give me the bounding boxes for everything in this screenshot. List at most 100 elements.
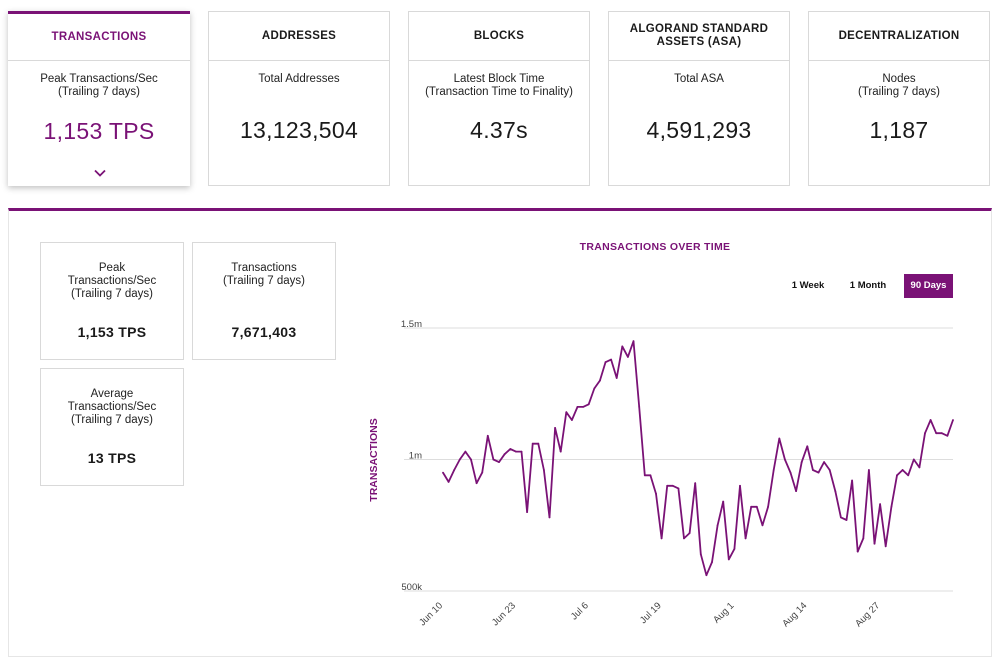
data-point — [486, 434, 489, 437]
data-point — [694, 482, 697, 485]
data-point — [789, 471, 792, 474]
data-point — [509, 448, 512, 450]
data-point — [851, 479, 853, 482]
y-axis-label: TRANSACTIONS — [368, 418, 380, 501]
data-point — [918, 466, 921, 469]
chevron-down-icon — [94, 169, 106, 177]
data-point — [526, 511, 528, 513]
chart-grid — [404, 327, 953, 592]
data-point — [940, 432, 943, 435]
data-point — [733, 548, 736, 550]
tab-transactions-subtitle: Peak Transactions/Sec (Trailing 7 days) — [40, 73, 158, 98]
series-line — [442, 340, 954, 577]
range-1-month-button[interactable]: 1 Month — [849, 280, 887, 291]
tab-blocks-value: 4.37s — [470, 117, 528, 143]
tab-decentralization[interactable]: DECENTRALIZATION Nodes (Trailing 7 days)… — [808, 11, 990, 186]
stat-average-tps-value: 13 TPS — [87, 450, 137, 466]
data-point — [643, 474, 646, 477]
tab-addresses[interactable]: ADDRESSES Total Addresses 13,123,504 — [208, 11, 390, 186]
data-point — [929, 419, 932, 421]
data-point — [912, 458, 915, 461]
data-point — [868, 469, 870, 471]
data-point — [587, 403, 590, 406]
data-point — [952, 419, 954, 421]
data-point — [879, 503, 881, 506]
transactions-over-time-chart: 500k 1m 1.5m Jun 10 Jun 23 Jul 6 Jul 19 Aug 1 A… — [368, 319, 954, 629]
data-point — [828, 469, 831, 471]
stat-average-tps-label: Average Transactions/Sec (Trailing 7 day… — [67, 388, 157, 426]
data-point — [537, 442, 540, 445]
data-point — [621, 345, 624, 348]
data-point — [705, 574, 708, 577]
range-1-week-button[interactable]: 1 Week — [791, 280, 825, 291]
data-point — [470, 458, 472, 461]
data-point — [907, 474, 910, 477]
data-point — [699, 553, 702, 556]
transactions-detail-panel — [8, 208, 992, 657]
data-point — [862, 537, 865, 540]
data-point — [565, 411, 568, 414]
data-point — [458, 458, 461, 461]
data-point — [666, 484, 669, 487]
data-point — [447, 481, 450, 483]
data-point — [784, 458, 786, 461]
range-90-days-button[interactable]: 90 Days — [904, 274, 953, 298]
data-point — [498, 461, 500, 463]
data-point — [935, 432, 938, 435]
data-point — [688, 532, 691, 534]
data-point — [924, 432, 926, 435]
tab-asa-value: 4,591,293 — [646, 117, 752, 143]
data-point — [632, 340, 635, 343]
stat-peak-tps: Peak Transactions/Sec (Trailing 7 days) … — [40, 242, 184, 360]
data-point — [683, 537, 685, 540]
data-point — [744, 537, 747, 540]
data-point — [884, 545, 887, 548]
y-tick-label: 1.5m — [401, 319, 422, 330]
data-point — [543, 469, 545, 471]
data-point — [711, 561, 713, 563]
data-point — [750, 505, 753, 508]
tab-transactions[interactable]: TRANSACTIONS Peak Transactions/Sec (Trai… — [8, 11, 190, 186]
stat-peak-tps-label: Peak Transactions/Sec (Trailing 7 days) — [67, 262, 157, 300]
data-point — [845, 519, 848, 521]
data-point — [627, 356, 629, 358]
data-point — [873, 542, 876, 545]
tab-asa[interactable]: ALGORAND STANDARD ASSETS (ASA) Total ASA… — [608, 11, 790, 186]
data-point — [503, 453, 506, 456]
data-point — [755, 505, 758, 508]
stat-transactions-value: 7,671,403 — [231, 324, 297, 340]
data-point — [464, 450, 467, 453]
data-point — [582, 406, 584, 408]
data-point — [896, 474, 898, 477]
tab-blocks-title: BLOCKS — [409, 12, 589, 61]
data-point — [531, 442, 534, 445]
data-point — [727, 558, 730, 561]
data-point — [615, 377, 618, 379]
tab-addresses-title: ADDRESSES — [209, 12, 389, 61]
y-tick-label: 500k — [401, 582, 422, 593]
chart-title: TRANSACTIONS OVER TIME — [579, 241, 731, 253]
tab-decentralization-value: 1,187 — [869, 117, 929, 143]
x-tick-label: Aug 1 — [711, 600, 736, 625]
tab-blocks[interactable]: BLOCKS Latest Block Time (Transaction Ti… — [408, 11, 590, 186]
data-point — [571, 419, 573, 421]
data-point — [806, 445, 809, 448]
data-point — [559, 450, 562, 453]
tab-transactions-title: TRANSACTIONS — [8, 14, 190, 61]
tab-addresses-subtitle: Total Addresses — [258, 73, 340, 85]
data-point — [593, 387, 596, 390]
chart-x-ticks: Jun 10 Jun 23 Jul 6 Jul 19 Aug 1 Aug 14 Aug 27 — [417, 600, 882, 629]
stat-transactions: Transactions (Trailing 7 days) 7,671,403 — [192, 242, 336, 360]
x-tick-label: Jun 23 — [490, 600, 518, 628]
chart-y-ticks: 500k 1m 1.5m — [401, 319, 422, 593]
data-point — [795, 490, 797, 492]
data-point — [772, 469, 775, 471]
tab-blocks-subtitle: Latest Block Time (Transaction Time to F… — [425, 73, 573, 98]
data-point — [722, 500, 725, 503]
stat-transactions-label: Transactions (Trailing 7 days) — [222, 262, 306, 287]
data-point — [548, 516, 551, 519]
data-point — [840, 516, 842, 519]
data-point — [812, 469, 814, 471]
data-point — [453, 469, 456, 471]
tab-asa-title: ALGORAND STANDARD ASSETS (ASA) — [609, 12, 789, 61]
